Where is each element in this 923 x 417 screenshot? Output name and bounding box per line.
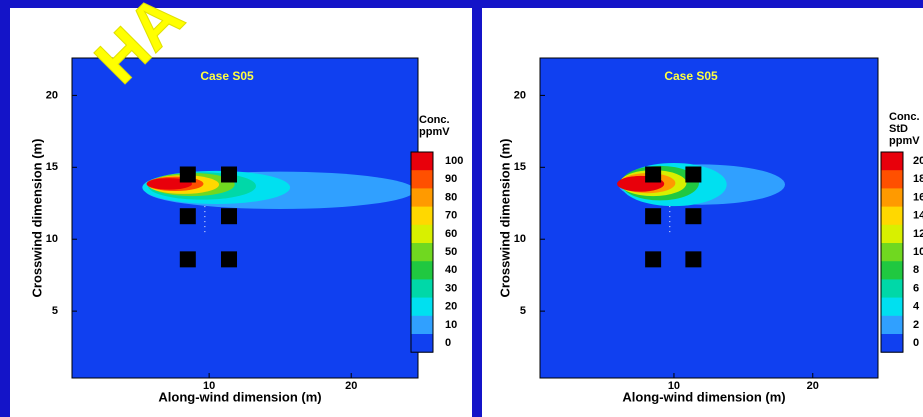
plot-area	[540, 58, 878, 378]
plot: Case S05 10 20 5 10 15 20 Along-wind dimension …	[29, 57, 463, 404]
colorbar-band	[411, 334, 433, 353]
colorbar-title: ppmV	[419, 126, 450, 138]
colorbar-frame	[880, 151, 904, 353]
colorbar-band	[881, 334, 903, 353]
colorbar-label: 40	[445, 264, 457, 276]
x-axis-label: Along-wind dimension (m)	[158, 389, 321, 404]
colorbar-label: 50	[445, 246, 457, 258]
colorbar-label: 0	[445, 337, 451, 349]
colorbar-band	[881, 206, 903, 226]
building	[645, 166, 662, 183]
chart-title: Case S05	[200, 69, 254, 83]
building	[685, 208, 702, 225]
x-tick-label: 10	[203, 380, 215, 392]
colorbar-band	[411, 152, 433, 171]
colorbar-band	[411, 297, 433, 317]
colorbar-title: ppmV	[889, 135, 920, 147]
y-tick-label: 5	[520, 305, 526, 317]
colorbar-label: 80	[445, 191, 457, 203]
colorbar-label: 8	[913, 264, 919, 276]
colorbar-label: 20	[913, 155, 923, 167]
colorbar-band	[411, 243, 433, 262]
colorbar-title: Conc.	[889, 111, 920, 123]
y-tick-label: 5	[52, 305, 58, 317]
building	[179, 166, 196, 183]
colorbar-band	[881, 170, 903, 189]
colorbar-label: 2	[913, 319, 919, 331]
y-tick-label: 20	[46, 89, 58, 101]
colorbar-band	[881, 279, 903, 299]
colorbar-band	[411, 315, 433, 335]
colorbar-label: 4	[913, 301, 920, 313]
y-tick-label: 10	[514, 233, 526, 245]
colorbar-band	[881, 243, 903, 262]
colorbar-label: 90	[445, 173, 457, 185]
y-axis-label: Crosswind dimension (m)	[29, 139, 44, 298]
building	[179, 251, 196, 268]
colorbar-band	[411, 206, 433, 226]
y-axis-label: Crosswind dimension (m)	[497, 139, 512, 298]
colorbar-label: 20	[445, 301, 457, 313]
colorbar-label: 100	[445, 155, 463, 167]
colorbar-label: 10	[913, 246, 923, 258]
x-axis-label: Along-wind dimension (m)	[622, 389, 785, 404]
colorbar-title: StD	[889, 123, 908, 135]
colorbar-label: 10	[445, 319, 457, 331]
building	[221, 166, 238, 183]
colorbar-band	[881, 224, 903, 244]
x-tick-label: 10	[668, 380, 680, 392]
colorbar-band	[411, 279, 433, 299]
colorbar-band	[411, 188, 433, 208]
building	[645, 208, 662, 225]
y-tick-label: 10	[46, 233, 58, 245]
colorbar-band	[411, 261, 433, 280]
colorbar-label: 0	[913, 337, 919, 349]
colorbar-label: 70	[445, 210, 457, 222]
plot-frame	[539, 57, 879, 379]
x-tick-label: 20	[345, 380, 357, 392]
x-tick-label: 20	[807, 380, 819, 392]
colorbar-label: 12	[913, 228, 923, 240]
colorbar-label: 18	[913, 173, 923, 185]
building	[685, 166, 702, 183]
colorbar-label: 6	[913, 282, 919, 294]
colorbar-band	[881, 152, 903, 171]
colorbar-label: 60	[445, 228, 457, 240]
colorbar-label: 14	[913, 210, 923, 222]
y-tick-label: 15	[46, 161, 58, 173]
colorbar-frame	[410, 151, 434, 353]
colorbar-band	[411, 224, 433, 244]
plot-area	[72, 58, 418, 378]
colorbar-band	[881, 297, 903, 317]
colorbar-label: 30	[445, 282, 457, 294]
building	[179, 208, 196, 225]
colorbar-band	[881, 315, 903, 335]
colorbar-band	[881, 261, 903, 280]
colorbar-band	[881, 188, 903, 208]
building	[645, 251, 662, 268]
colorbar-title: Conc.	[419, 114, 450, 126]
colorbar-band	[411, 170, 433, 189]
building	[221, 251, 238, 268]
y-tick-label: 15	[514, 161, 526, 173]
y-tick-label: 20	[514, 89, 526, 101]
colorbar-label: 16	[913, 191, 923, 203]
chart-title: Case S05	[664, 69, 718, 83]
building	[685, 251, 702, 268]
building	[221, 208, 238, 225]
